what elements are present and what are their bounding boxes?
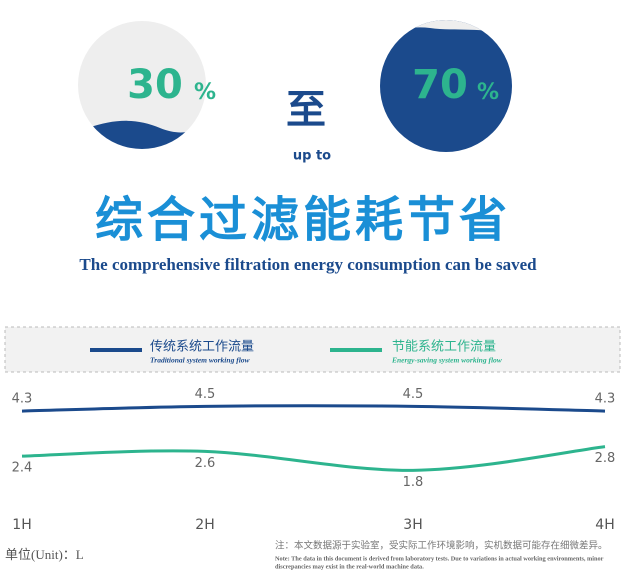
data-label: 2.6 [195, 456, 216, 471]
high-unit: % [477, 80, 499, 105]
data-label: 4.5 [403, 387, 424, 402]
data-label: 4.3 [12, 392, 33, 407]
x-tick-label: 4H [595, 517, 614, 533]
data-label: 2.4 [12, 461, 33, 476]
data-label: 1.8 [403, 475, 424, 490]
low-unit: % [194, 80, 216, 105]
data-label: 2.8 [595, 451, 616, 466]
legend-label: 节能系统工作流量 [392, 340, 496, 355]
note-en: discrepancies may exist in the real-worl… [275, 563, 424, 570]
x-tick-label: 3H [403, 517, 422, 533]
data-label: 4.5 [195, 387, 216, 402]
subtitle: The comprehensive filtration energy cons… [79, 255, 537, 274]
series-line [21, 445, 606, 472]
legend-label: 传统系统工作流量 [150, 340, 254, 355]
series-line [21, 404, 606, 413]
note: 注：本文数据源于实验室，受实际工作环境影响，实机数据可能存在细微差异。 [275, 540, 608, 552]
legend-label-en: Energy-saving system working flow [391, 356, 503, 365]
title: 综合过滤能耗节省 [95, 192, 511, 248]
connector: 至 [286, 87, 326, 133]
legend-label-en: Traditional system working flow [150, 356, 251, 365]
low-number: 30 [127, 62, 183, 108]
data-label: 4.3 [595, 392, 616, 407]
high-number: 70 [412, 62, 468, 108]
x-tick-label: 2H [195, 517, 214, 533]
connector-en: up to [293, 149, 331, 164]
chart: 1H 2H 3H 4H 4.3 4.5 4.5 4.3 传统系统工作流量Traditional … [12, 340, 616, 534]
note-en: Note: The data in this document is deriv… [275, 555, 604, 562]
unit-label: 单位(Unit)：L [5, 547, 84, 562]
x-tick-label: 1H [12, 517, 31, 533]
